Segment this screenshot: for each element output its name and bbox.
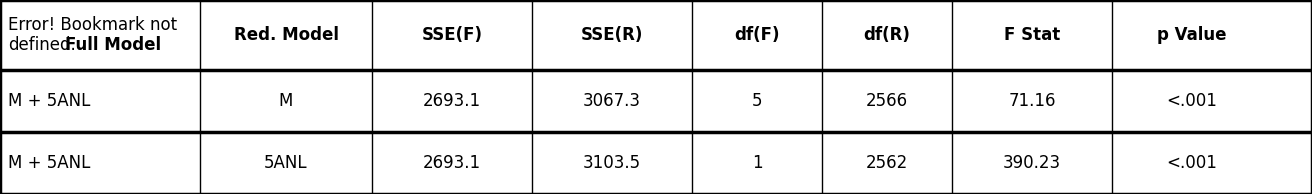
Text: 2562: 2562 <box>866 154 908 172</box>
Text: <.001: <.001 <box>1166 154 1218 172</box>
Text: Error! Bookmark not: Error! Bookmark not <box>8 16 177 34</box>
Text: 71.16: 71.16 <box>1008 92 1056 110</box>
Text: F Stat: F Stat <box>1004 26 1060 44</box>
Text: 3067.3: 3067.3 <box>583 92 642 110</box>
Text: 1: 1 <box>752 154 762 172</box>
Text: <.001: <.001 <box>1166 92 1218 110</box>
Text: M + 5ANL: M + 5ANL <box>8 154 91 172</box>
Text: 2693.1: 2693.1 <box>422 154 482 172</box>
Text: Full Model: Full Model <box>66 36 161 54</box>
Text: M + 5ANL: M + 5ANL <box>8 92 91 110</box>
Text: SSE(R): SSE(R) <box>581 26 643 44</box>
Text: df(R): df(R) <box>863 26 911 44</box>
Text: 2693.1: 2693.1 <box>422 92 482 110</box>
Text: 5: 5 <box>752 92 762 110</box>
Text: Red. Model: Red. Model <box>234 26 338 44</box>
Text: 5ANL: 5ANL <box>264 154 308 172</box>
Text: 2566: 2566 <box>866 92 908 110</box>
Text: df(F): df(F) <box>735 26 779 44</box>
Text: defined.: defined. <box>8 36 76 54</box>
Text: M: M <box>279 92 293 110</box>
Text: p Value: p Value <box>1157 26 1227 44</box>
Text: SSE(F): SSE(F) <box>421 26 483 44</box>
Text: 390.23: 390.23 <box>1002 154 1061 172</box>
Text: 3103.5: 3103.5 <box>583 154 642 172</box>
